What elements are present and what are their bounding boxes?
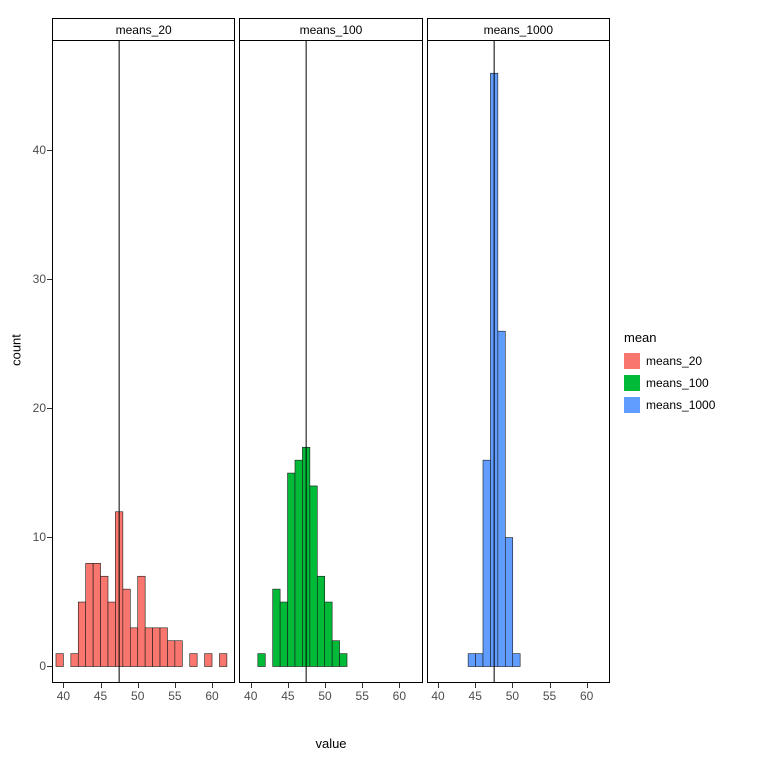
x-tick-mark: [101, 683, 102, 688]
facet-strip-label: means_1000: [428, 19, 609, 41]
x-tick-mark: [138, 683, 139, 688]
y-axis: 0 10 20 30 40: [0, 40, 52, 682]
histogram-bar: [190, 654, 197, 667]
x-tick-mark: [587, 683, 588, 688]
legend-label: means_20: [646, 354, 702, 368]
histogram-bar: [93, 563, 100, 666]
histogram-bar: [153, 628, 160, 667]
x-tick-label: 50: [131, 689, 144, 703]
histogram-bar: [340, 654, 347, 667]
histogram-bar: [288, 473, 295, 666]
legend-title: mean: [624, 330, 715, 345]
histogram-bar: [468, 654, 475, 667]
histogram-bar: [78, 602, 85, 666]
x-axis: 40 45 50 55 60 40 45 50 55 60 40 45 50 55 60: [0, 683, 768, 713]
y-tick-label: 30: [33, 272, 46, 286]
histogram-bar: [101, 576, 108, 666]
histogram-bar: [175, 641, 182, 667]
x-tick-mark: [362, 683, 363, 688]
histogram-bar: [295, 460, 302, 666]
histogram-bar: [71, 654, 78, 667]
histogram-bar: [205, 654, 212, 667]
histogram-bar: [483, 460, 490, 666]
x-tick-label: 45: [469, 689, 482, 703]
x-tick-label: 50: [506, 689, 519, 703]
histogram-bar: [108, 602, 115, 666]
facet: means_1000: [427, 18, 610, 683]
y-tick-label: 40: [33, 143, 46, 157]
x-tick-label: 60: [393, 689, 406, 703]
histogram-bar: [273, 589, 280, 666]
histogram-bar: [123, 589, 130, 666]
legend-item: means_100: [624, 373, 715, 393]
x-axis-title: value: [315, 736, 346, 751]
x-tick-label: 55: [543, 689, 556, 703]
legend-key: [624, 353, 640, 369]
facet-panel: [53, 41, 234, 682]
y-tick-label: 0: [39, 659, 46, 673]
x-tick-mark: [512, 683, 513, 688]
legend-key: [624, 397, 640, 413]
legend: mean means_20 means_100 means_1000: [624, 330, 715, 417]
histogram-bar: [258, 654, 265, 667]
histogram-bar: [318, 576, 325, 666]
x-tick-label: 40: [244, 689, 257, 703]
facet-panel: [240, 41, 421, 682]
x-tick-mark: [550, 683, 551, 688]
y-tick-label: 20: [33, 401, 46, 415]
legend-item: means_1000: [624, 395, 715, 415]
histogram-bar: [325, 602, 332, 666]
x-tick-mark: [251, 683, 252, 688]
x-tick-mark: [399, 683, 400, 688]
x-tick-mark: [438, 683, 439, 688]
histogram-bar: [332, 641, 339, 667]
x-tick-mark: [175, 683, 176, 688]
x-tick-mark: [212, 683, 213, 688]
histogram-bar: [219, 654, 226, 667]
legend-label: means_100: [646, 376, 709, 390]
histogram-bar: [498, 331, 505, 666]
x-tick-label: 60: [205, 689, 218, 703]
y-tick-label: 10: [33, 530, 46, 544]
facet-panel: [428, 41, 609, 682]
x-tick-label: 60: [580, 689, 593, 703]
histogram-bar: [145, 628, 152, 667]
facet: means_100: [239, 18, 422, 683]
figure: count 010203040 means_20means_100means_1…: [0, 0, 768, 768]
histogram-bar: [86, 563, 93, 666]
histogram-bar: [167, 641, 174, 667]
x-tick-label: 45: [94, 689, 107, 703]
x-tick-mark: [475, 683, 476, 688]
facet: means_20: [52, 18, 235, 683]
histogram-bar: [505, 538, 512, 667]
x-axis-group: 40 45 50 55 60: [53, 683, 234, 713]
legend-item: means_20: [624, 351, 715, 371]
x-tick-label: 40: [431, 689, 444, 703]
histogram-bar: [512, 654, 519, 667]
x-tick-label: 50: [318, 689, 331, 703]
x-axis-group: 40 45 50 55 60: [240, 683, 421, 713]
histogram-bar: [310, 486, 317, 667]
x-tick-mark: [325, 683, 326, 688]
histogram-bar: [138, 576, 145, 666]
x-tick-label: 55: [168, 689, 181, 703]
x-axis-group: 40 45 50 55 60: [428, 683, 609, 713]
legend-key: [624, 375, 640, 391]
histogram-bar: [160, 628, 167, 667]
x-tick-label: 45: [281, 689, 294, 703]
facet-strip-label: means_20: [53, 19, 234, 41]
legend-label: means_1000: [646, 398, 715, 412]
x-tick-mark: [63, 683, 64, 688]
histogram-bar: [280, 602, 287, 666]
histogram-bar: [475, 654, 482, 667]
x-tick-label: 55: [356, 689, 369, 703]
facets-row: means_20 means_100 means_1000: [52, 18, 610, 683]
x-tick-label: 40: [57, 689, 70, 703]
facet-strip-label: means_100: [240, 19, 421, 41]
x-tick-mark: [288, 683, 289, 688]
histogram-bar: [130, 628, 137, 667]
histogram-bar: [56, 654, 63, 667]
